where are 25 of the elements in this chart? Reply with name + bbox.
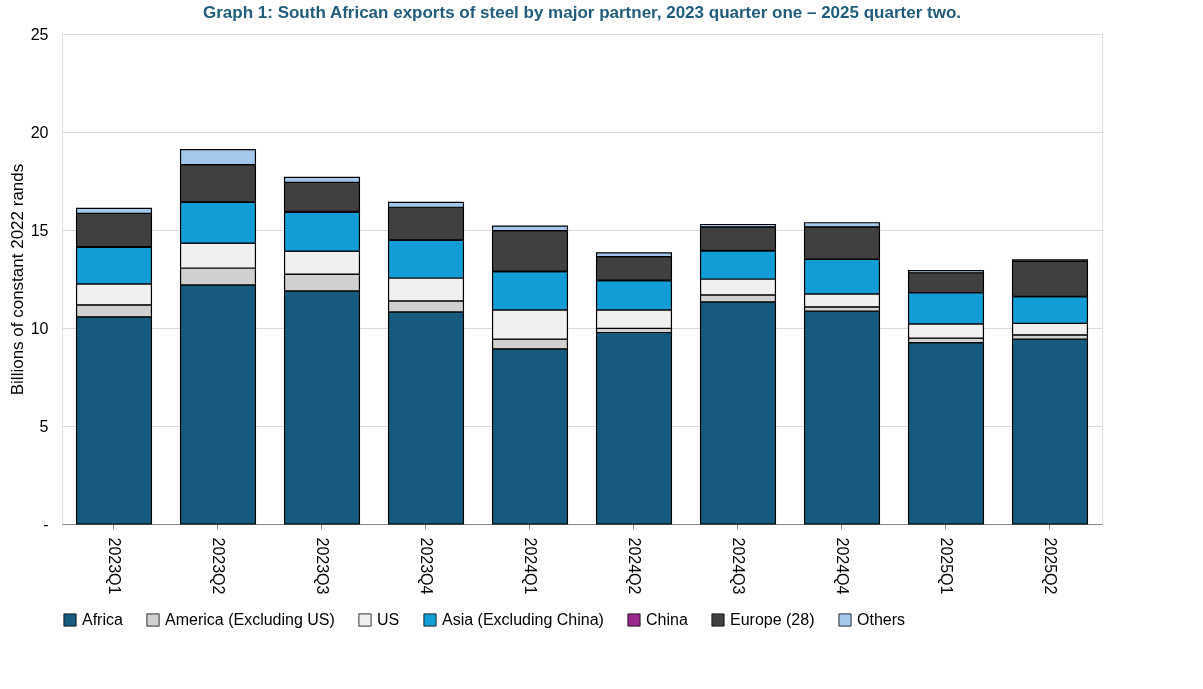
x-tick-label: 2024Q2 — [626, 537, 643, 595]
legend-label: China — [646, 611, 688, 628]
y-axis-title: Billions of constant 2022 rands — [7, 163, 27, 396]
x-tick-label: 2025Q2 — [1042, 537, 1059, 595]
y-tick-label: 25 — [30, 25, 49, 43]
chart-title: Graph 1: South African exports of steel by major partner, 2023 quarter one – 2025 quarter two. — [203, 3, 961, 22]
x-tick-label: 2023Q3 — [314, 537, 331, 595]
x-tick-label: 2024Q4 — [834, 537, 851, 595]
legend-label: US — [377, 611, 400, 628]
y-tick-label: - — [43, 515, 49, 533]
y-tick-label: 10 — [30, 319, 49, 337]
x-tick-label: 2024Q1 — [522, 537, 539, 595]
legend-label: Europe (28) — [730, 611, 815, 628]
legend-label: Asia (Excluding China) — [442, 611, 604, 628]
legend-label: Others — [857, 611, 906, 628]
x-tick-label: 2023Q4 — [418, 537, 435, 595]
x-tick-label: 2023Q1 — [106, 537, 123, 595]
legend-label: Africa — [82, 611, 123, 628]
x-tick-label: 2023Q2 — [210, 537, 227, 595]
y-tick-label: 15 — [30, 221, 49, 239]
y-tick-label: 20 — [30, 123, 49, 141]
legend-label: America (Excluding US) — [165, 611, 335, 628]
x-tick-label: 2024Q3 — [730, 537, 747, 595]
y-tick-label: 5 — [39, 417, 49, 435]
x-tick-label: 2025Q1 — [938, 537, 955, 595]
